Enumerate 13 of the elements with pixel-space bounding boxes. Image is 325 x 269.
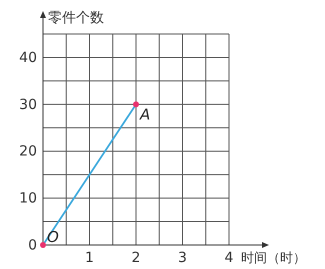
y-tick-label: 10 xyxy=(19,190,37,207)
y-axis-title: 零件个数 xyxy=(48,10,104,26)
x-axis-title: 时间（时） xyxy=(241,251,306,266)
x-tick-label: 3 xyxy=(178,250,187,266)
x-tick-label: 1 xyxy=(85,250,94,266)
y-tick-label: 40 xyxy=(19,50,37,66)
annotation: O xyxy=(47,228,59,246)
x-tick-label: 2 xyxy=(132,250,140,266)
y-tick-label: 30 xyxy=(19,96,37,113)
y-tick-label: 20 xyxy=(19,144,37,160)
annotation: A xyxy=(139,105,150,124)
y-tick-label: 0 xyxy=(28,237,37,254)
x-tick-label: 4 xyxy=(224,250,234,266)
